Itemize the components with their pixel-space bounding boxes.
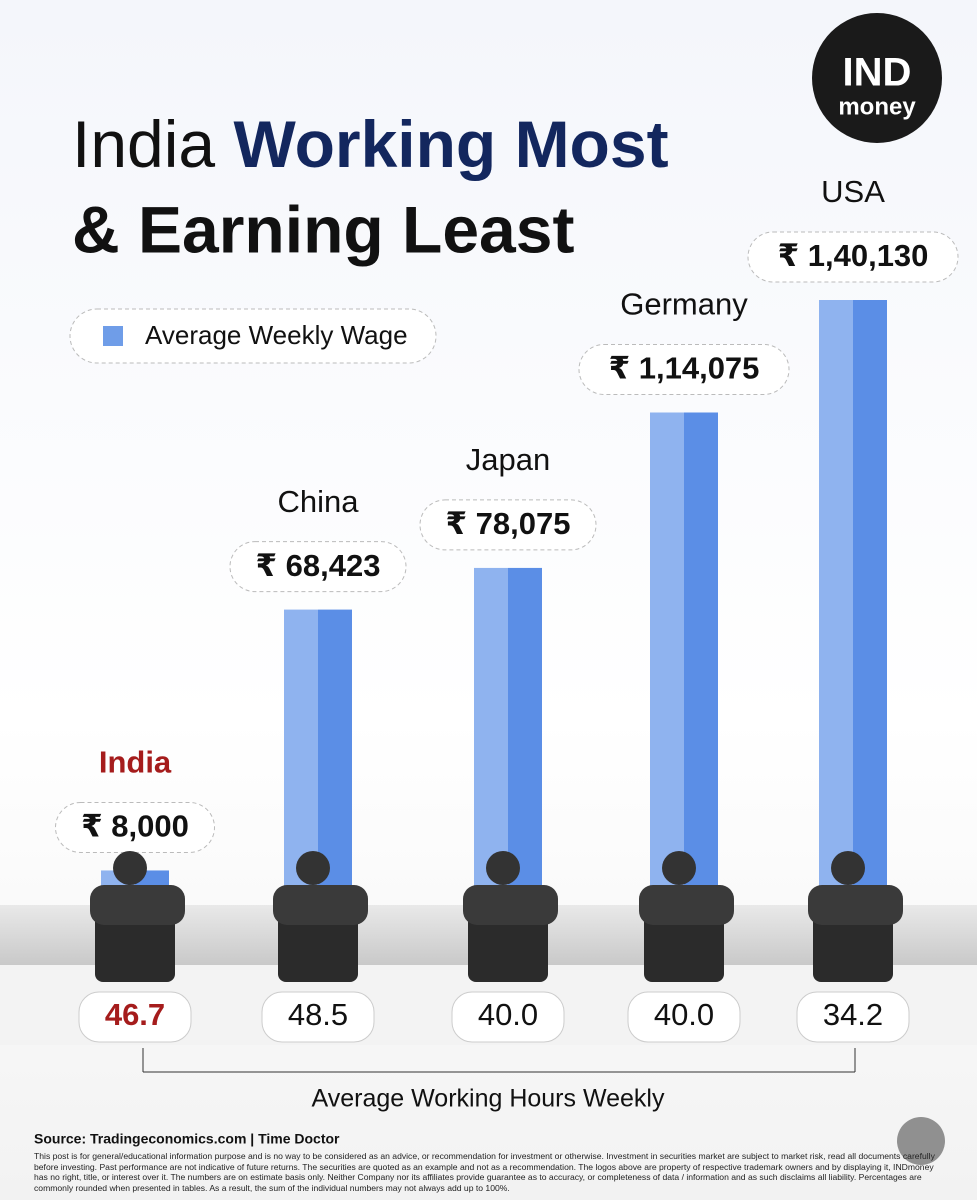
- category-label: Germany: [620, 287, 748, 322]
- chair: [468, 912, 548, 982]
- bar-left: [474, 567, 508, 905]
- hours-axis-label: Average Working Hours Weekly: [312, 1085, 665, 1113]
- logo-text: IND: [843, 51, 912, 95]
- legend-label: Average Weekly Wage: [145, 320, 408, 350]
- hours-pill: [451, 991, 565, 1043]
- hours-label: 40.0: [478, 997, 538, 1032]
- hours-label: 34.2: [823, 997, 883, 1032]
- logo-badge: [812, 13, 942, 143]
- category-label: China: [278, 484, 360, 519]
- hours-pill: [627, 991, 741, 1043]
- legend-box: [69, 308, 437, 364]
- value-pill: [419, 499, 597, 551]
- value-pill: [578, 343, 790, 395]
- title-part: India: [72, 107, 215, 181]
- bar-right: [853, 300, 887, 905]
- category-label: India: [99, 745, 172, 780]
- logo-subtext: money: [838, 93, 916, 120]
- bar-left: [650, 412, 684, 905]
- chart-title: & Earning Least: [72, 192, 574, 266]
- bar: [474, 567, 542, 905]
- hours-label: 48.5: [288, 997, 348, 1032]
- value-label: ₹ 8,000: [81, 809, 189, 844]
- figure-body: [273, 885, 368, 925]
- figure-head: [296, 851, 330, 885]
- chart-title: India Working Most: [72, 107, 669, 181]
- figure-head: [662, 851, 696, 885]
- figure-body: [463, 885, 558, 925]
- hours-label: 40.0: [654, 997, 714, 1032]
- hours-pill: [796, 991, 910, 1043]
- chair: [278, 912, 358, 982]
- chair: [644, 912, 724, 982]
- figure-head: [113, 851, 147, 885]
- value-label: ₹ 1,14,075: [609, 351, 760, 386]
- figure-body: [808, 885, 903, 925]
- value-label: ₹ 78,075: [446, 506, 571, 541]
- legend-swatch: [103, 326, 123, 346]
- category-label: Japan: [466, 442, 550, 477]
- hours-pill: [78, 991, 192, 1043]
- value-pill: [747, 231, 959, 283]
- bar: [819, 300, 887, 905]
- bar-right: [508, 567, 542, 905]
- hours-label: 46.7: [105, 997, 165, 1032]
- hours-pill: [261, 991, 375, 1043]
- value-label: ₹ 68,423: [256, 548, 381, 583]
- mute-button[interactable]: [897, 1117, 945, 1165]
- figure-body: [639, 885, 734, 925]
- value-label: ₹ 1,40,130: [778, 238, 929, 273]
- category-label: USA: [821, 174, 885, 209]
- value-pill: [229, 541, 407, 593]
- figure-head: [831, 851, 865, 885]
- source: Source: Tradingeconomics.com | Time Doct…: [34, 1131, 340, 1147]
- figure-body: [90, 885, 185, 925]
- chair: [95, 912, 175, 982]
- chair: [813, 912, 893, 982]
- title-part: Working Most: [233, 107, 668, 181]
- figure-head: [486, 851, 520, 885]
- bar: [650, 412, 718, 905]
- bar-right: [684, 412, 718, 905]
- disclaimer: This post is for general/educational inf…: [34, 1151, 935, 1193]
- bar-left: [819, 300, 853, 905]
